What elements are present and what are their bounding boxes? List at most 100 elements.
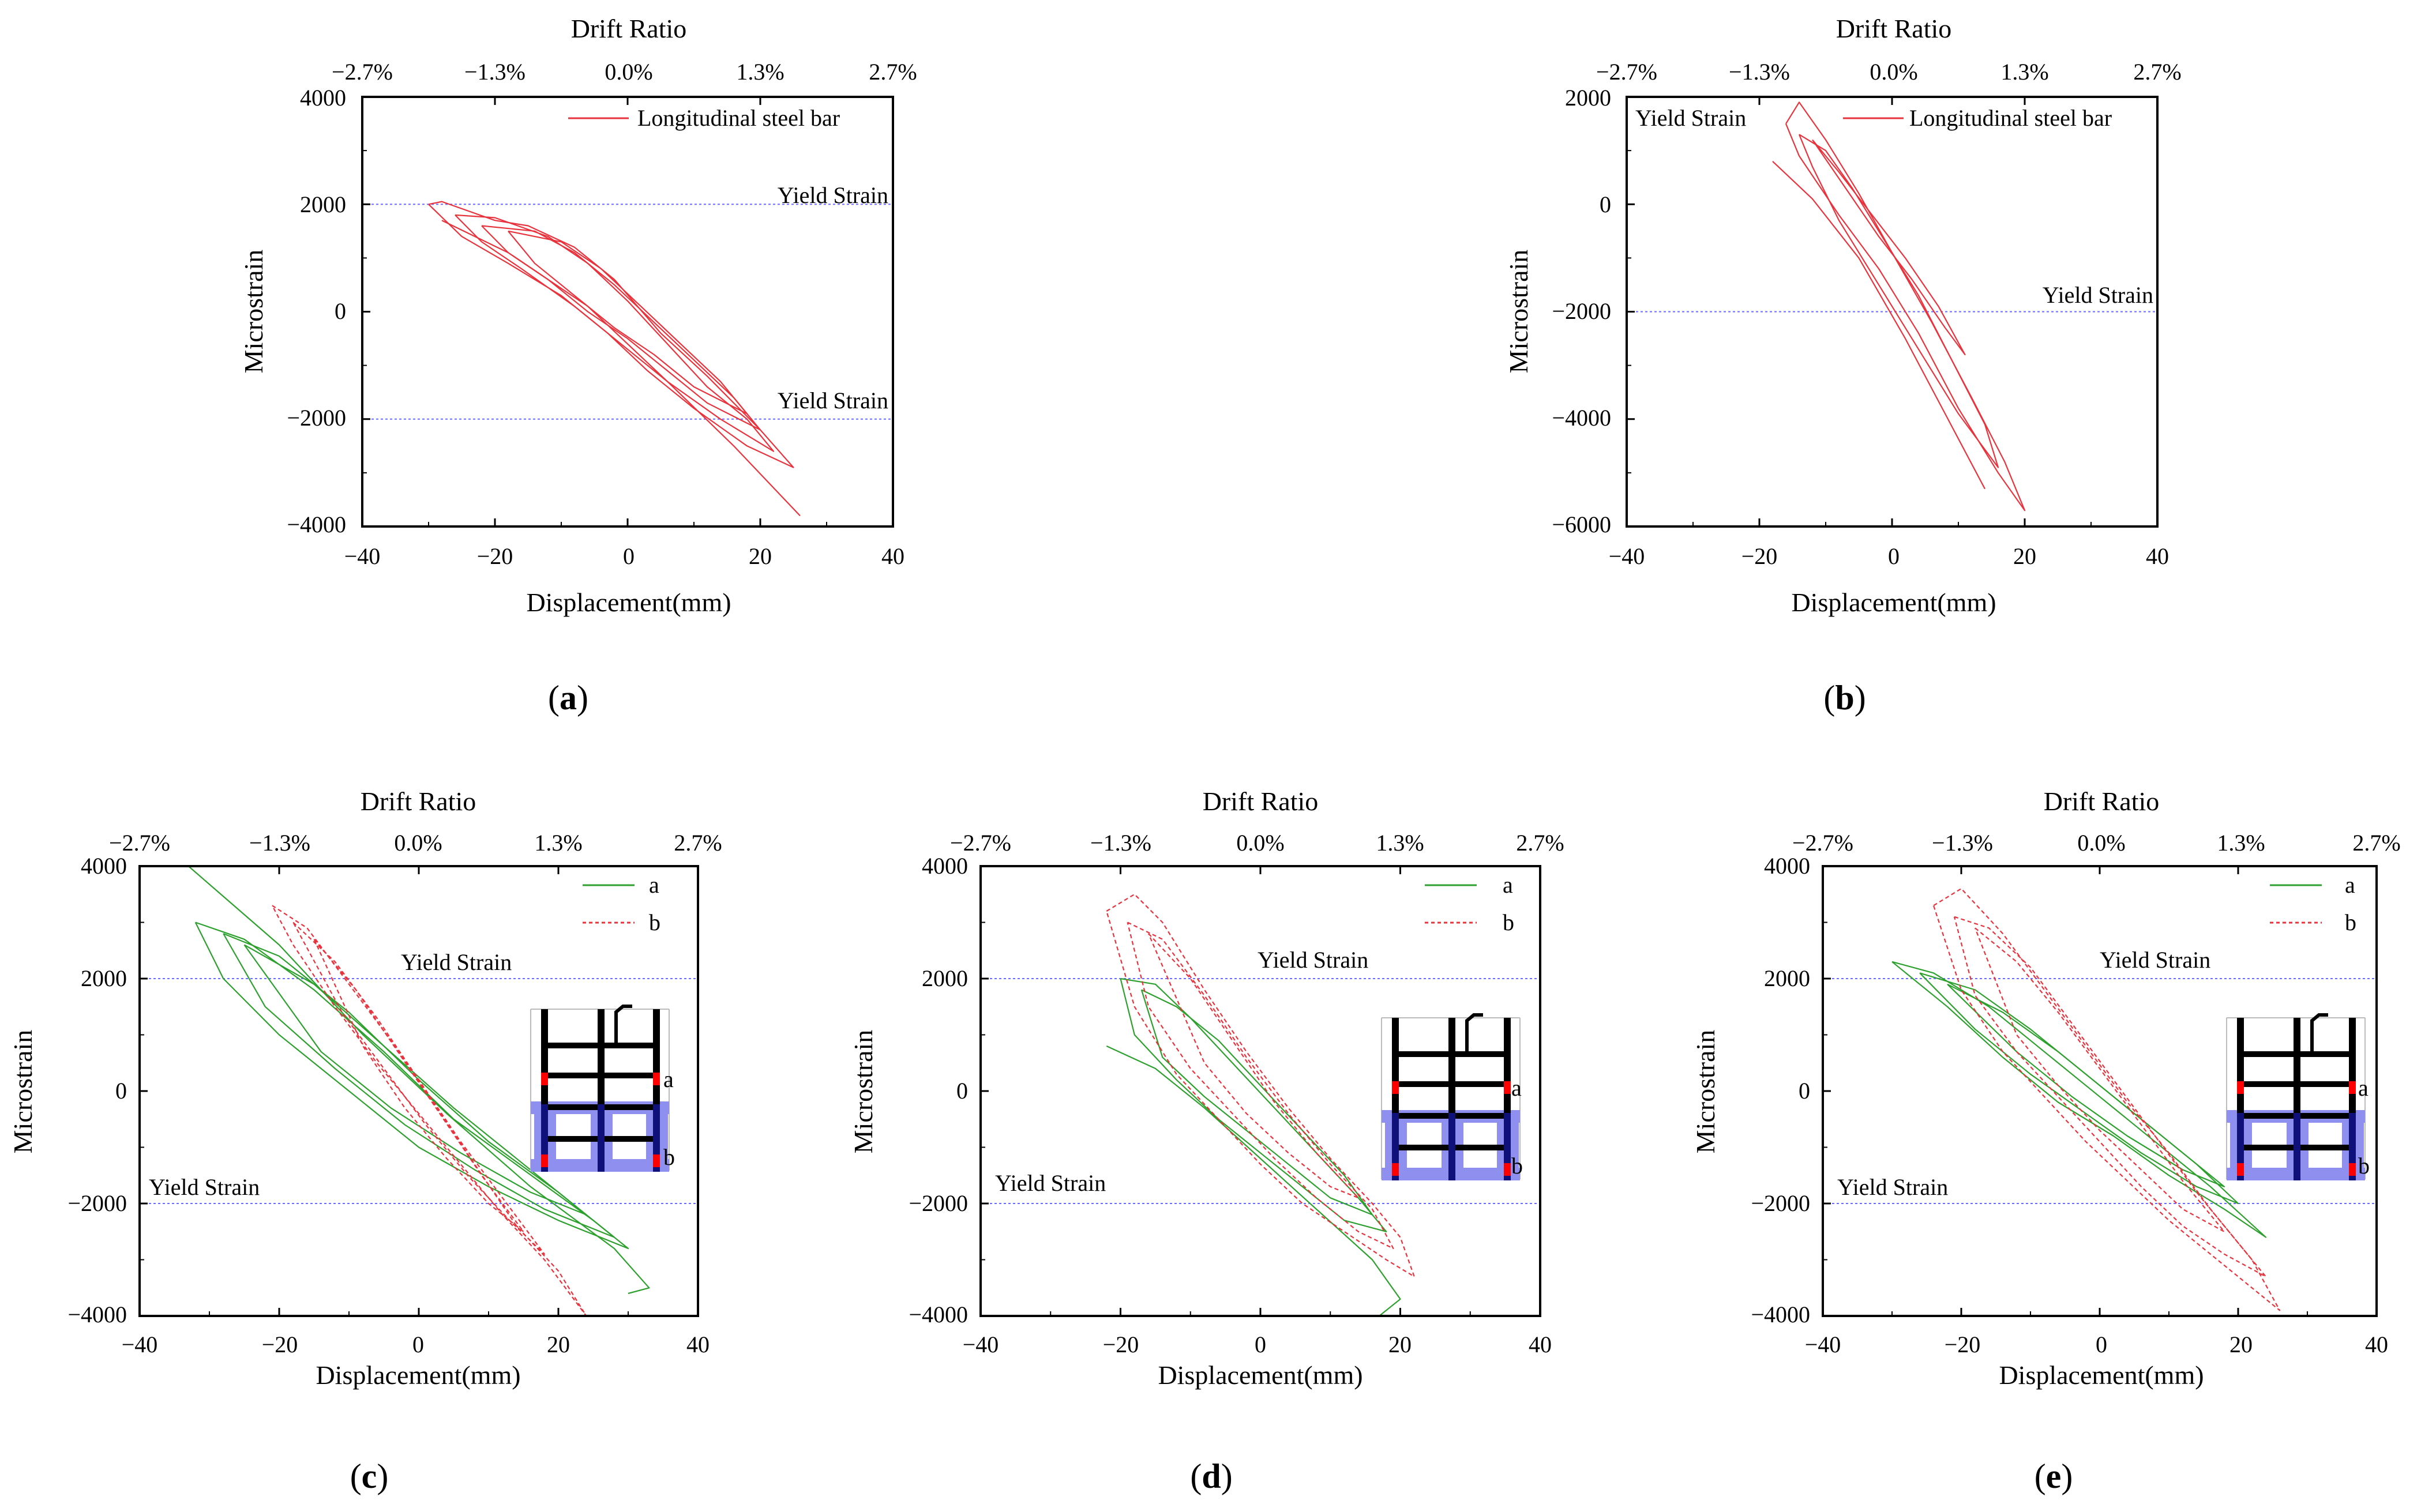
y-tick: −4000 — [67, 1302, 127, 1327]
x-axis-title-d: Displacement(mm) — [1158, 1360, 1362, 1390]
frame-inset-diagram-d: a b — [1381, 1013, 1523, 1180]
series-Longitudinal steel bar-hysteresis-loop — [455, 214, 775, 452]
legend-b: Longitudinal steel bar — [1843, 105, 2112, 131]
panel-label-e: (e) — [2035, 1457, 2073, 1495]
panel-label-c: (c) — [350, 1457, 389, 1495]
inset-gauge-marker — [1504, 1081, 1511, 1094]
inset-gauge-marker — [541, 1073, 548, 1085]
inset-gauge-marker — [1504, 1163, 1511, 1176]
inset-beam — [1392, 1081, 1511, 1087]
y-tick: 4000 — [1764, 853, 1810, 879]
panel-e: Drift Ratio −2.7% −1.3% 0.0% 1.3% 2.7% M… — [1691, 787, 2401, 1495]
series-b-hysteresis-loop — [1127, 922, 1394, 1250]
y-tick: −4000 — [1552, 405, 1611, 431]
legend-label: Longitudinal steel bar — [637, 105, 840, 131]
series-Longitudinal steel bar-hysteresis-loop — [441, 220, 801, 517]
legend-c: a b — [583, 872, 660, 935]
legend-label: b — [649, 909, 660, 935]
x-tick: −20 — [477, 543, 513, 569]
top-tick: 1.3% — [736, 59, 784, 85]
y-tick: −4000 — [287, 511, 346, 537]
top-tick: −2.7% — [109, 830, 170, 856]
inset-label-a: a — [2358, 1075, 2369, 1101]
top-tick: 1.3% — [1376, 830, 1424, 856]
top-ticks-b: −2.7% −1.3% 0.0% 1.3% 2.7% — [1596, 59, 2182, 85]
inset-gauge-marker — [1392, 1163, 1399, 1176]
series-Longitudinal steel bar-hysteresis-loop — [1785, 101, 2026, 511]
y-tick: 2000 — [922, 965, 968, 991]
x-tick: −40 — [1609, 543, 1645, 569]
top-tick: 0.0% — [2077, 830, 2125, 856]
y-tick: 0 — [115, 1078, 127, 1104]
top-tick: 0.0% — [1870, 59, 1917, 85]
yield-label-upper: Yield Strain — [778, 182, 888, 208]
y-tick: 2000 — [81, 965, 127, 991]
top-ticks-c: −2.7% −1.3% 0.0% 1.3% 2.7% — [109, 830, 722, 856]
legend-label: a — [1503, 872, 1513, 898]
series-Longitudinal steel bar-hysteresis-loop — [428, 201, 794, 468]
x-axis-title-c: Displacement(mm) — [316, 1360, 520, 1390]
series-b-hysteresis-loop — [313, 939, 524, 1232]
y-axis-title-a: Microstrain — [239, 250, 268, 374]
legend-e: a b — [2270, 872, 2356, 935]
top-tick: 0.0% — [605, 59, 652, 85]
panel-b: Drift Ratio −2.7% −1.3% 0.0% 1.3% 2.7% M… — [1504, 14, 2182, 717]
plot-frame — [361, 96, 894, 528]
inset-column-dark — [2294, 1113, 2300, 1180]
top-tick: 2.7% — [674, 830, 722, 856]
legend-label: Longitudinal steel bar — [1909, 105, 2112, 131]
y-axis-title-c: Microstrain — [8, 1030, 37, 1154]
panel-a: Drift Ratio −2.7% −1.3% 0.0% 1.3% 2.7% M… — [239, 14, 917, 717]
yield-label-lower: Yield Strain — [2043, 282, 2153, 308]
top-tick: −1.3% — [1932, 830, 1993, 856]
plot-frame — [979, 865, 1541, 1317]
x-tick: 40 — [2365, 1332, 2388, 1357]
panel-label-d: (d) — [1190, 1457, 1232, 1495]
inset-gauge-marker — [2237, 1163, 2244, 1176]
top-tick: 2.7% — [1516, 830, 1564, 856]
x-tick: 20 — [547, 1332, 570, 1357]
top-tick: −1.3% — [1729, 59, 1790, 85]
x-tick: 20 — [749, 543, 772, 569]
top-ticks-a: −2.7% −1.3% 0.0% 1.3% 2.7% — [332, 59, 917, 85]
x-axis-title-b: Displacement(mm) — [1791, 588, 1996, 617]
x-tick: 0 — [2096, 1332, 2107, 1357]
yield-label-upper: Yield Strain — [1635, 105, 1746, 131]
y-tick: −2000 — [1751, 1190, 1810, 1216]
series-a-hysteresis-loop — [1947, 983, 2225, 1187]
y-tick: 2000 — [300, 191, 346, 217]
top-tick: −1.3% — [464, 59, 526, 85]
y-tick: 2000 — [1565, 85, 1611, 111]
y-tick: 0 — [335, 298, 346, 324]
inset-roof-detail — [1465, 1013, 1483, 1052]
inset-gauge-marker — [2349, 1163, 2356, 1176]
x-tick: 20 — [2013, 543, 2036, 569]
legend-label: b — [2345, 909, 2356, 935]
top-tick: 0.0% — [1236, 830, 1284, 856]
inset-gauge-marker — [541, 1154, 548, 1167]
y-tick: −4000 — [909, 1302, 968, 1327]
x-tick: −40 — [1805, 1332, 1841, 1357]
top-tick: 2.7% — [2352, 830, 2400, 856]
inset-label-b: b — [663, 1144, 675, 1170]
inset-label-a: a — [663, 1066, 674, 1092]
series-a-hysteresis-loop — [243, 944, 587, 1216]
y-tick: −4000 — [1751, 1302, 1810, 1327]
series-b-hysteresis-loop — [1147, 933, 1359, 1199]
y-tick: 4000 — [922, 853, 968, 879]
series-a-hysteresis-loop — [223, 932, 615, 1238]
series-Longitudinal steel bar-hysteresis-loop — [1812, 139, 1966, 356]
series-a-hysteresis-loop — [1140, 989, 1373, 1216]
y-tick: −6000 — [1552, 511, 1611, 537]
x-tick: −40 — [963, 1332, 999, 1357]
series-b-hysteresis-loop — [1106, 893, 1415, 1277]
x-tick: 0 — [1888, 543, 1900, 569]
inset-column-dark — [598, 1104, 605, 1172]
y-axis-title-d: Microstrain — [849, 1030, 878, 1154]
series-Longitudinal steel bar-hysteresis-loop — [481, 225, 761, 431]
x-tick: 0 — [623, 543, 635, 569]
plot-area-d — [979, 865, 1541, 1317]
yield-label-lower: Yield Strain — [995, 1170, 1106, 1196]
top-axis-title-c: Drift Ratio — [361, 787, 476, 816]
